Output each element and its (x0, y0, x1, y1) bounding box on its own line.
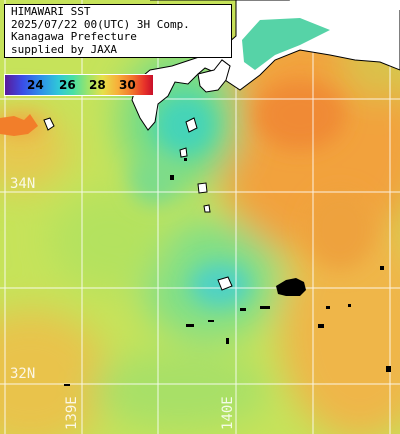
title-datetime: 2025/07/22 00(UTC) 3H Comp. (11, 17, 190, 31)
lat-label-32n: 32N (10, 366, 36, 382)
colorbar-tick-30: 30 (119, 78, 136, 92)
title-credit: supplied by JAXA (11, 42, 117, 56)
lon-label-140e: 140E (220, 396, 236, 430)
lat-label-34n: 34N (10, 176, 36, 192)
colorbar-tick-24: 24 (27, 78, 44, 92)
title-product: HIMAWARI SST (11, 5, 91, 18)
land-mass (0, 0, 400, 136)
title-box: HIMAWARI SST 2025/07/22 00(UTC) 3H Comp.… (4, 4, 232, 58)
colorbar-tick-28: 28 (89, 78, 106, 92)
missing-data (64, 158, 391, 386)
title-region: Kanagawa Prefecture (11, 30, 137, 43)
islands (179, 117, 233, 291)
colorbar-tick-26: 26 (59, 78, 76, 92)
sst-colorbar: 24 26 28 30 (4, 74, 154, 96)
lon-label-139e: 139E (64, 396, 80, 430)
